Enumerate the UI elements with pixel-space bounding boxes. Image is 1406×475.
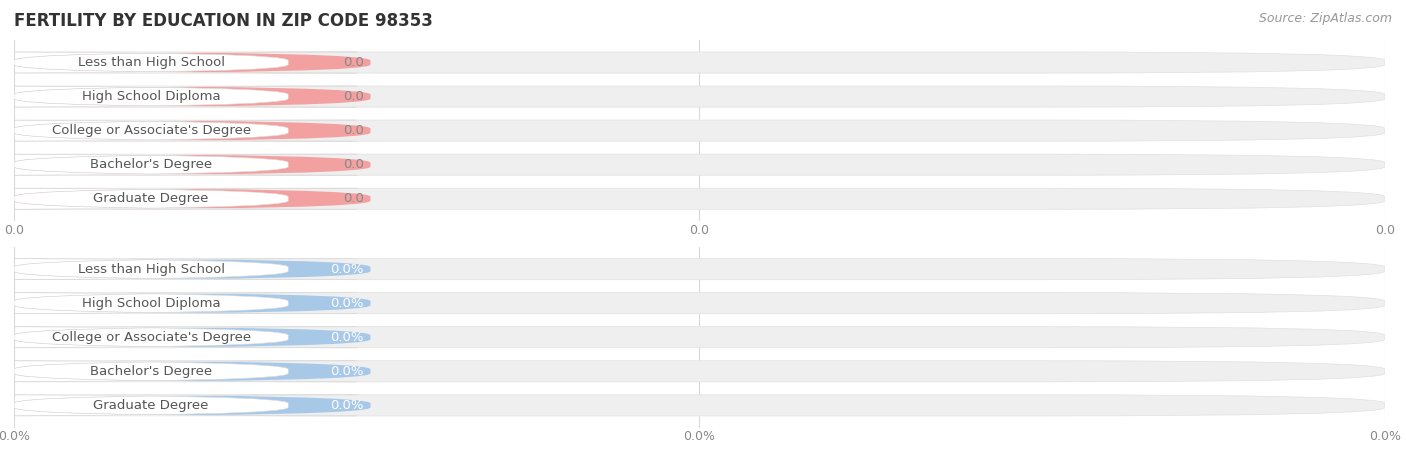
FancyBboxPatch shape [0, 293, 357, 314]
FancyBboxPatch shape [14, 188, 371, 209]
FancyBboxPatch shape [14, 120, 1385, 141]
Text: Graduate Degree: Graduate Degree [93, 399, 209, 412]
Text: High School Diploma: High School Diploma [82, 90, 221, 103]
Text: 0.0%: 0.0% [330, 331, 364, 344]
FancyBboxPatch shape [14, 120, 371, 141]
Text: 0.0%: 0.0% [330, 263, 364, 275]
Text: Graduate Degree: Graduate Degree [93, 192, 209, 205]
FancyBboxPatch shape [0, 258, 357, 280]
FancyBboxPatch shape [14, 52, 1385, 73]
FancyBboxPatch shape [0, 188, 357, 209]
Text: Less than High School: Less than High School [77, 56, 225, 69]
FancyBboxPatch shape [0, 52, 357, 73]
FancyBboxPatch shape [14, 154, 371, 175]
FancyBboxPatch shape [14, 395, 371, 416]
Text: Less than High School: Less than High School [77, 263, 225, 275]
FancyBboxPatch shape [0, 395, 357, 416]
FancyBboxPatch shape [0, 86, 357, 107]
Text: 0.0: 0.0 [343, 124, 364, 137]
FancyBboxPatch shape [14, 86, 1385, 107]
Text: 0.0: 0.0 [343, 158, 364, 171]
FancyBboxPatch shape [14, 293, 1385, 314]
FancyBboxPatch shape [14, 154, 1385, 175]
Text: FERTILITY BY EDUCATION IN ZIP CODE 98353: FERTILITY BY EDUCATION IN ZIP CODE 98353 [14, 12, 433, 30]
Text: 0.0: 0.0 [343, 192, 364, 205]
FancyBboxPatch shape [0, 327, 357, 348]
FancyBboxPatch shape [14, 293, 371, 314]
FancyBboxPatch shape [14, 258, 1385, 280]
Text: Source: ZipAtlas.com: Source: ZipAtlas.com [1258, 12, 1392, 25]
Text: College or Associate's Degree: College or Associate's Degree [52, 331, 250, 344]
FancyBboxPatch shape [14, 258, 371, 280]
Text: High School Diploma: High School Diploma [82, 297, 221, 310]
Text: 0.0%: 0.0% [330, 399, 364, 412]
FancyBboxPatch shape [14, 395, 1385, 416]
FancyBboxPatch shape [14, 327, 371, 348]
Text: 0.0%: 0.0% [330, 297, 364, 310]
FancyBboxPatch shape [14, 188, 1385, 209]
FancyBboxPatch shape [14, 327, 1385, 348]
Text: 0.0: 0.0 [343, 90, 364, 103]
FancyBboxPatch shape [14, 361, 1385, 382]
FancyBboxPatch shape [14, 86, 371, 107]
FancyBboxPatch shape [14, 52, 371, 73]
FancyBboxPatch shape [0, 361, 357, 382]
Text: Bachelor's Degree: Bachelor's Degree [90, 365, 212, 378]
Text: 0.0: 0.0 [343, 56, 364, 69]
Text: Bachelor's Degree: Bachelor's Degree [90, 158, 212, 171]
FancyBboxPatch shape [0, 120, 357, 141]
FancyBboxPatch shape [0, 154, 357, 175]
Text: 0.0%: 0.0% [330, 365, 364, 378]
Text: College or Associate's Degree: College or Associate's Degree [52, 124, 250, 137]
FancyBboxPatch shape [14, 361, 371, 382]
